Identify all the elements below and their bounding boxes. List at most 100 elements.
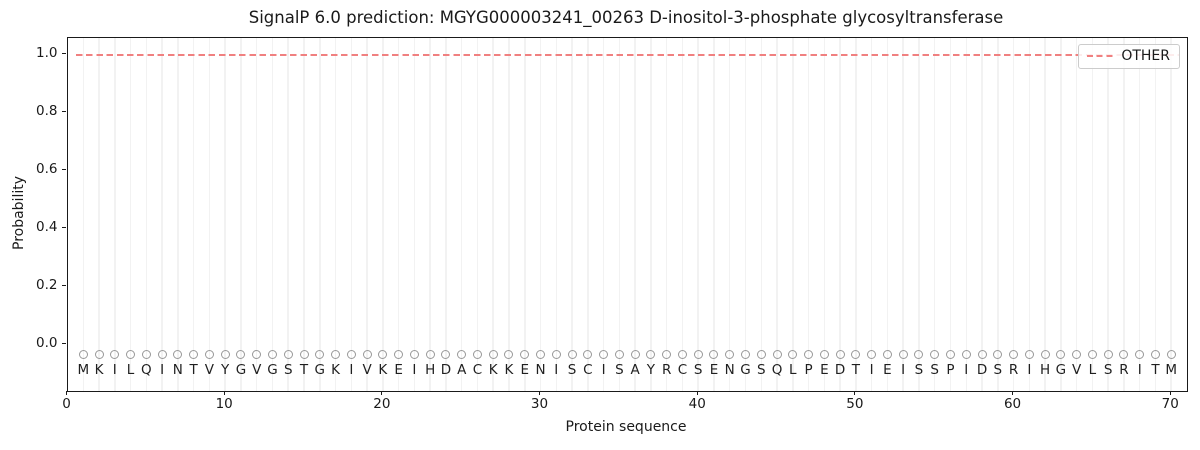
residue-marker-icon [362, 349, 372, 359]
y-tick-label: 1.0 [36, 45, 58, 62]
gridline [1028, 37, 1031, 391]
x-tick-mark [696, 391, 698, 395]
gridline [413, 37, 416, 391]
legend-label: OTHER [1121, 48, 1170, 64]
residue-marker-icon [709, 349, 719, 359]
y-tick-label: 0.4 [36, 219, 58, 236]
gridline [1138, 37, 1141, 391]
residue-letter: I [554, 361, 559, 378]
residue-letter: Y [646, 361, 656, 378]
residue-marker-icon [536, 349, 546, 359]
gridline [177, 37, 179, 391]
x-tick-mark [1011, 391, 1014, 395]
residue-letter: V [252, 361, 262, 378]
residue-marker-icon [851, 349, 861, 359]
residue-letter: T [189, 361, 198, 378]
residue-letter: S [567, 361, 577, 378]
residue-letter: D [440, 361, 452, 378]
x-axis-label: Protein sequence [565, 419, 687, 435]
residue-marker-icon [220, 349, 230, 359]
residue-letter: L [789, 361, 797, 378]
gridline [1091, 37, 1094, 391]
y-tick-mark [62, 343, 66, 345]
gridline [192, 37, 195, 391]
residue-marker-icon [961, 349, 971, 359]
gridline [382, 37, 384, 391]
residue-letter: S [993, 361, 1003, 378]
y-tick-mark [62, 227, 66, 229]
residue-marker-icon [378, 349, 388, 359]
gridline [933, 37, 936, 391]
residue-letter: V [204, 361, 215, 378]
residue-marker-icon [662, 349, 672, 359]
residue-marker-icon [94, 349, 104, 359]
residue-letter: I [1137, 361, 1142, 378]
y-tick-mark [62, 53, 66, 55]
residue-marker-icon [472, 349, 482, 359]
residue-marker-icon [315, 349, 325, 359]
residue-letter: T [1151, 361, 1160, 378]
x-tick-label: 70 [1161, 395, 1179, 412]
gridline [255, 37, 258, 391]
gridline [886, 37, 889, 391]
gridline [366, 37, 368, 391]
residue-letter: I [869, 361, 874, 378]
residue-marker-icon [252, 349, 262, 359]
residue-letter: E [709, 361, 719, 378]
x-tick-label: 0 [62, 395, 71, 412]
y-tick-label: 0.8 [36, 103, 58, 120]
residue-marker-icon [1056, 349, 1066, 359]
gridline [823, 37, 826, 391]
residue-letter: T [851, 361, 860, 378]
residue-marker-icon [394, 349, 404, 359]
residue-marker-icon [1150, 349, 1160, 359]
x-tick-label: 60 [1003, 395, 1022, 412]
residue-letter: C [583, 361, 593, 378]
gridline [98, 37, 100, 391]
residue-marker-icon [126, 349, 136, 359]
residue-marker-icon [788, 349, 798, 359]
y-tick-label: 0.0 [36, 335, 58, 352]
gridline [571, 37, 573, 391]
y-tick-label: 0.2 [36, 277, 58, 294]
residue-marker-icon [267, 349, 277, 359]
gridline [524, 37, 526, 391]
residue-letter: I [601, 361, 606, 378]
residue-letter: N [724, 361, 735, 378]
residue-letter: I [112, 361, 117, 378]
residue-marker-icon [772, 349, 782, 359]
residue-letter: M [77, 361, 90, 378]
gridline [870, 37, 873, 391]
residue-letter: A [630, 361, 640, 378]
gridline [334, 37, 337, 391]
residue-marker-icon [110, 349, 120, 359]
x-tick-mark [854, 391, 856, 395]
residue-letter: K [331, 361, 340, 378]
residue-marker-icon [725, 349, 735, 359]
residue-marker-icon [614, 349, 624, 359]
residue-marker-icon [1103, 349, 1113, 359]
gridline [224, 37, 226, 391]
residue-marker-icon [283, 349, 293, 359]
gridline [760, 37, 763, 391]
residue-marker-icon [141, 349, 151, 359]
residue-marker-icon [867, 349, 877, 359]
gridline [602, 37, 605, 391]
residue-marker-icon [457, 349, 467, 359]
gridline [839, 37, 841, 391]
other-probability-line [76, 54, 1180, 56]
gridline [445, 37, 447, 391]
residue-marker-icon [189, 349, 199, 359]
gridline [397, 37, 400, 391]
residue-letter: Y [221, 361, 230, 378]
gridline [287, 37, 289, 391]
residue-letter: H [1040, 361, 1051, 378]
residue-marker-icon [157, 349, 167, 359]
residue-letter: Q [771, 361, 783, 378]
residue-letter: I [964, 361, 969, 378]
gridline [271, 37, 274, 391]
residue-letter: I [1027, 361, 1032, 378]
gridline [1154, 37, 1157, 391]
residue-letter: R [1119, 361, 1129, 378]
residue-letter: S [283, 361, 293, 378]
